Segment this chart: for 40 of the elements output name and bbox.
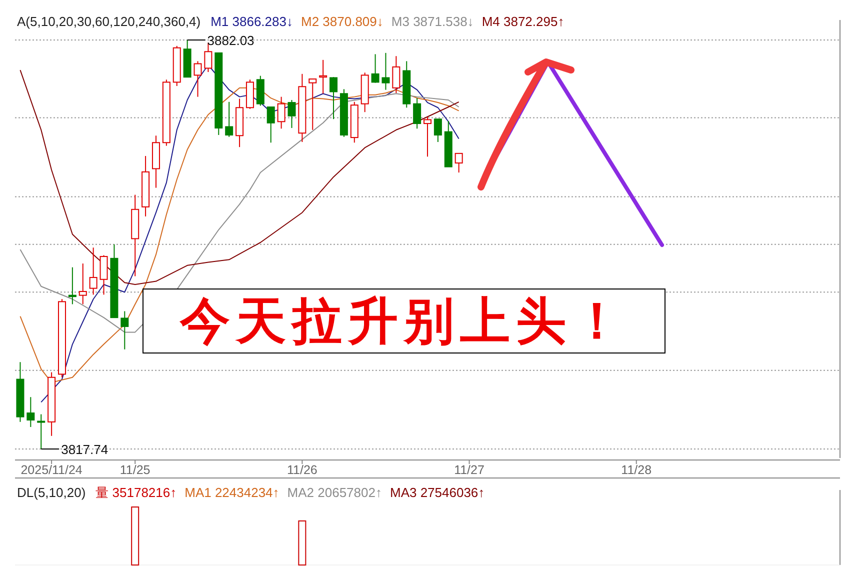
annotation: 3817.74: [61, 442, 108, 457]
candlestick: [100, 254, 108, 296]
candlestick: [371, 54, 380, 84]
candlestick: [277, 96, 286, 130]
candlestick: [413, 98, 422, 130]
x-tick-label: 11/26: [287, 463, 318, 477]
annotation: 3882.03: [207, 33, 254, 48]
candlestick: [266, 106, 275, 144]
candlestick: [225, 101, 234, 138]
candlestick: [288, 99, 296, 128]
legend-title: DL(5,10,20): [17, 485, 86, 500]
x-tick-label: 11/27: [454, 463, 484, 477]
candlestick: [330, 76, 338, 120]
candlestick: [89, 247, 98, 296]
candlestick: [454, 152, 463, 174]
candlestick: [78, 262, 87, 305]
legend-title: A(5,10,20,30,60,120,240,360,4): [17, 14, 201, 29]
legend-label: MA1 22434234↑: [184, 485, 280, 500]
candlestick: [37, 414, 46, 450]
candlestick: [392, 56, 400, 94]
candlestick: [319, 59, 328, 94]
candlestick: [382, 52, 390, 90]
series-label: 量 35178216↑: [96, 485, 177, 500]
candlestick: [26, 396, 35, 428]
legend-label: MA3 27546036↑: [390, 485, 485, 500]
annotation: 今天拉升别上头！: [179, 291, 628, 350]
text: M2 3870.809↓: [301, 14, 384, 29]
candlestick: [434, 118, 442, 142]
text: M4 3872.295↑: [482, 14, 564, 29]
candlestick: [194, 60, 202, 98]
text: M1 3866.283↓: [210, 14, 293, 29]
x-tick-label: 11/28: [621, 463, 652, 477]
legend-label: MA2 20657802↑: [287, 485, 382, 500]
candlestick: [308, 78, 317, 130]
x-tick-label: 2025/11/24: [20, 463, 82, 477]
candlestick: [120, 310, 129, 350]
candlestick: [68, 266, 76, 305]
x-tick-label: 11/25: [120, 463, 150, 477]
text: M3 3871.538↓: [391, 14, 474, 29]
candlestick: [424, 116, 432, 158]
